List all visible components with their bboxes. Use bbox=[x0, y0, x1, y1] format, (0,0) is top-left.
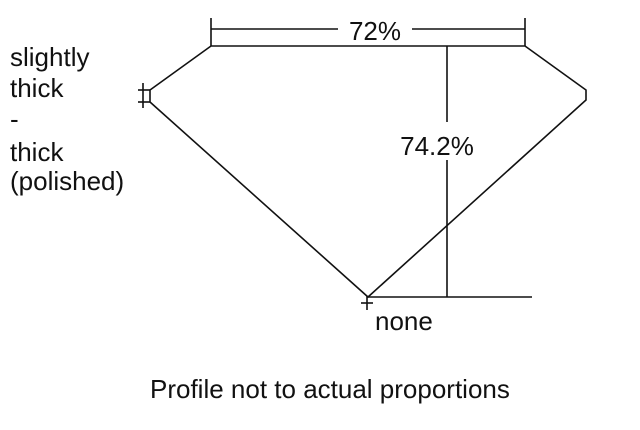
gem-profile-outline bbox=[149, 45, 587, 299]
girdle-label-line: thick bbox=[10, 137, 64, 167]
girdle-label: slightly thick - thick (polished) bbox=[10, 42, 124, 196]
caption: Profile not to actual proportions bbox=[150, 374, 510, 404]
girdle-label-line: thick bbox=[10, 73, 64, 103]
girdle-label-line: - bbox=[10, 104, 19, 134]
girdle-label-line: slightly bbox=[10, 42, 89, 72]
culet-label: none bbox=[375, 306, 433, 336]
girdle-label-line: (polished) bbox=[10, 166, 124, 196]
table-percentage-label: 72% bbox=[349, 16, 401, 46]
depth-percentage-label: 74.2% bbox=[400, 131, 474, 161]
